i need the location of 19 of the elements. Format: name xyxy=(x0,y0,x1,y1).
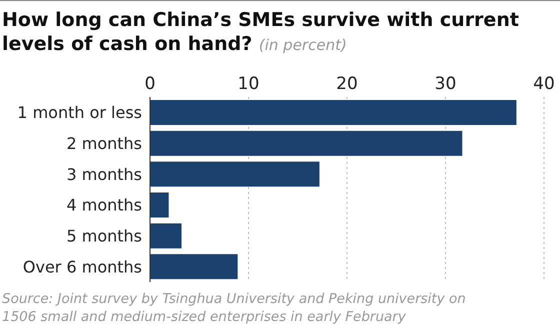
bar xyxy=(150,254,238,280)
x-tick-label: 0 xyxy=(144,74,156,94)
y-tick-label: 5 months xyxy=(66,226,142,246)
x-tick-label: 40 xyxy=(533,74,555,94)
bar xyxy=(150,192,169,218)
y-tick-label: 1 month or less xyxy=(17,103,142,122)
bar xyxy=(150,223,182,248)
y-tick-label: 3 months xyxy=(66,164,142,184)
bar xyxy=(150,130,462,156)
bar xyxy=(150,162,320,187)
x-tick-label: 30 xyxy=(434,74,456,94)
y-tick-label: 4 months xyxy=(66,196,142,215)
x-tick-label: 10 xyxy=(238,74,260,94)
y-tick-label: 2 months xyxy=(66,134,142,153)
chart-subtitle: (in percent) xyxy=(258,36,347,54)
y-tick-label: Over 6 months xyxy=(22,257,142,276)
bar xyxy=(150,100,516,125)
x-tick-label: 20 xyxy=(336,74,358,94)
source-note: Source: Joint survey by Tsinghua University and Peking university on 1506 small and medium-sized enterprises in early February xyxy=(2,290,467,326)
